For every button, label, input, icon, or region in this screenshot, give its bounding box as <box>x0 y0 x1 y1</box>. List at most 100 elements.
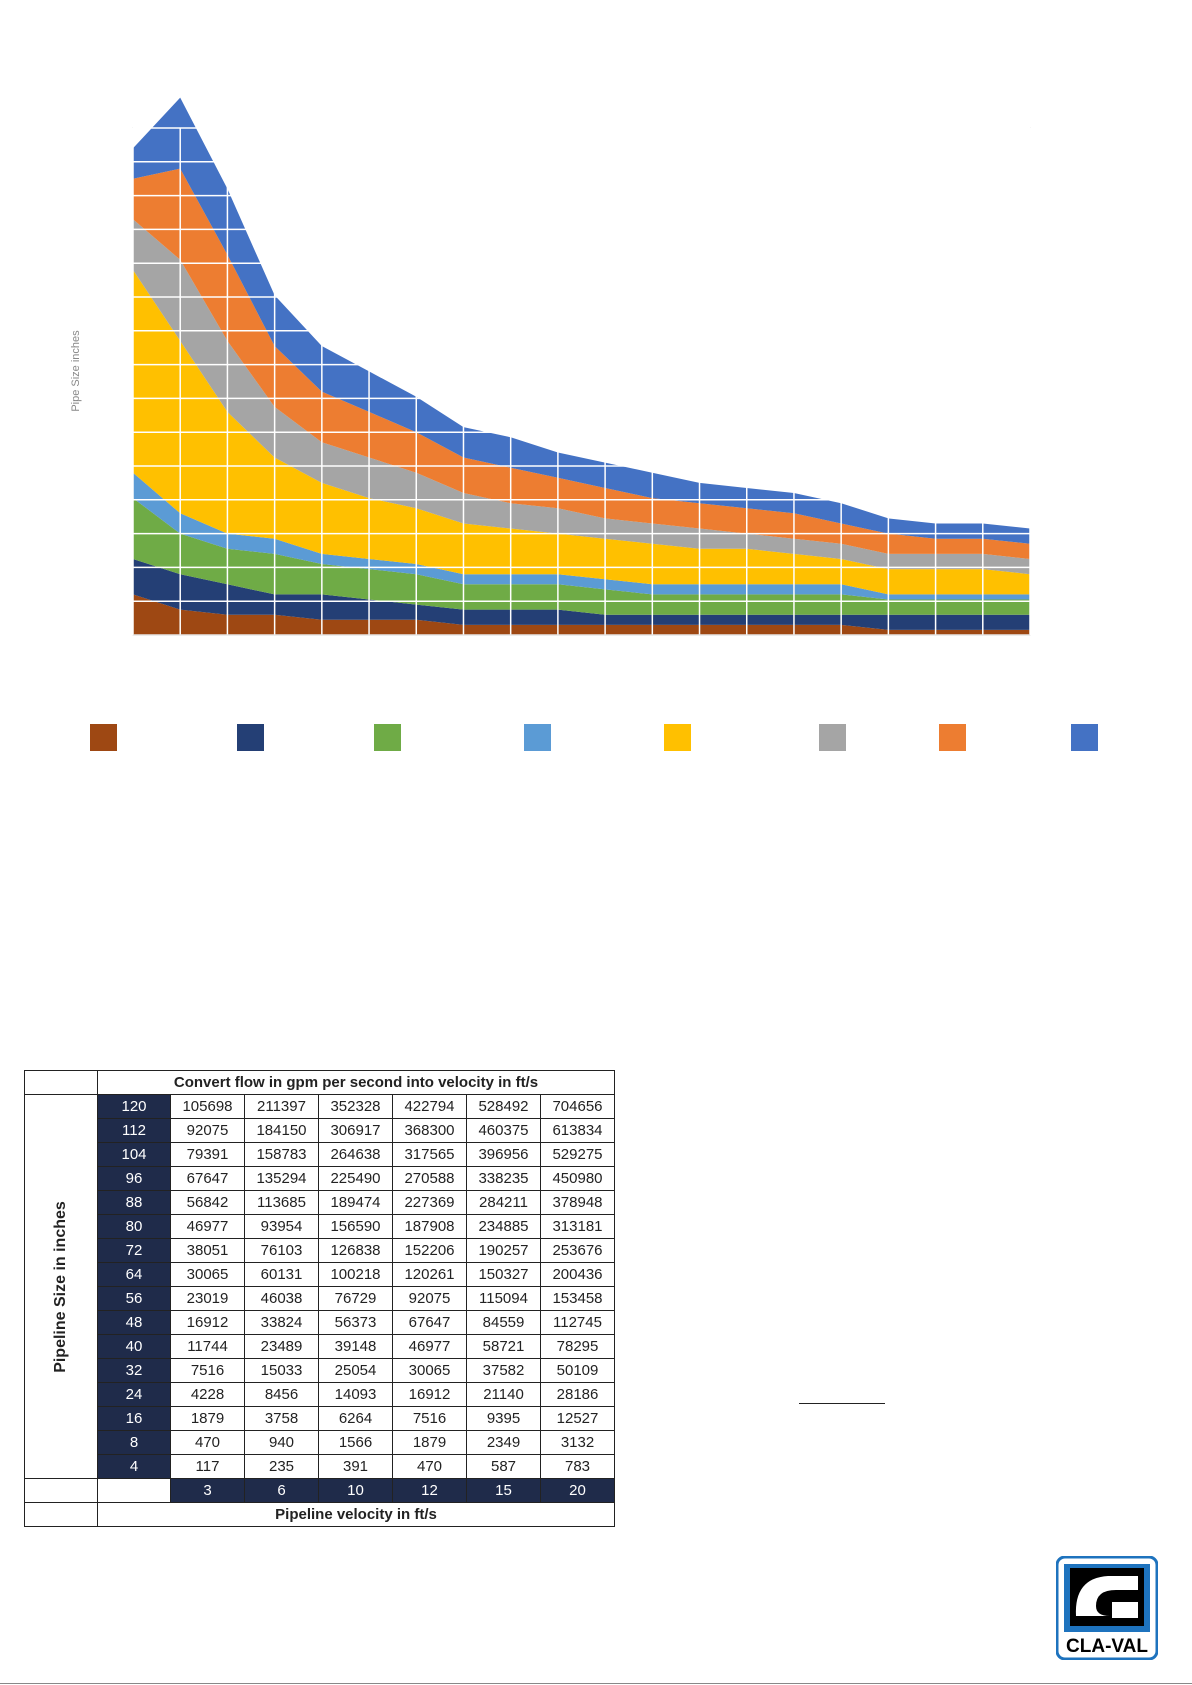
flow-value-cell: 12527 <box>540 1406 615 1431</box>
flow-value-cell: 587 <box>466 1454 541 1479</box>
flow-value-cell: 105698 <box>170 1094 245 1119</box>
flow-value-cell: 120261 <box>392 1262 467 1287</box>
flow-value-cell: 76729 <box>318 1286 393 1311</box>
flow-value-cell: 200436 <box>540 1262 615 1287</box>
logo-text: CLA-VAL <box>1066 1636 1148 1657</box>
table-title: Convert flow in gpm per second into velo… <box>97 1070 615 1095</box>
table-row: 80 46977 93954 156590 187908 234885 313181 <box>25 1214 615 1239</box>
table-row: 16 1879 3758 6264 7516 9395 12527 <box>25 1406 615 1431</box>
flow-value-cell: 92075 <box>392 1286 467 1311</box>
flow-value-cell: 1879 <box>392 1430 467 1455</box>
flow-value-cell: 126838 <box>318 1238 393 1263</box>
pipe-size-cell: 112 <box>97 1118 171 1143</box>
pipe-size-cell: 80 <box>97 1214 171 1239</box>
table-row: 48 16912 33824 56373 67647 84559 112745 <box>25 1310 615 1335</box>
row-header-cell: Pipeline Size in inches <box>24 1094 98 1479</box>
flow-value-cell: 46977 <box>170 1214 245 1239</box>
table-row: 40 11744 23489 39148 46977 58721 78295 <box>25 1334 615 1359</box>
flow-value-cell: 16912 <box>170 1310 245 1335</box>
flow-value-cell: 189474 <box>318 1190 393 1215</box>
velocity-blank-cell-2 <box>97 1478 171 1503</box>
pipe-size-cell: 96 <box>97 1166 171 1191</box>
velocity-cell: 3 <box>170 1478 245 1503</box>
flow-value-cell: 264638 <box>318 1142 393 1167</box>
flow-value-cell: 190257 <box>466 1238 541 1263</box>
legend-swatch-3 <box>374 724 401 751</box>
flow-value-cell: 84559 <box>466 1310 541 1335</box>
flow-value-cell: 227369 <box>392 1190 467 1215</box>
flow-value-cell: 613834 <box>540 1118 615 1143</box>
flow-value-cell: 152206 <box>392 1238 467 1263</box>
flow-value-cell: 234885 <box>466 1214 541 1239</box>
flow-value-cell: 2349 <box>466 1430 541 1455</box>
flow-value-cell: 14093 <box>318 1382 393 1407</box>
flow-value-cell: 78295 <box>540 1334 615 1359</box>
pipe-size-cell: 24 <box>97 1382 171 1407</box>
flow-value-cell: 30065 <box>392 1358 467 1383</box>
flow-value-cell: 4228 <box>170 1382 245 1407</box>
flow-value-cell: 115094 <box>466 1286 541 1311</box>
flow-value-cell: 368300 <box>392 1118 467 1143</box>
flow-value-cell: 67647 <box>170 1166 245 1191</box>
flow-value-cell: 11744 <box>170 1334 245 1359</box>
flow-value-cell: 113685 <box>244 1190 319 1215</box>
cla-val-logo: CLA-VAL <box>1056 1556 1158 1660</box>
flow-value-cell: 23489 <box>244 1334 319 1359</box>
pipe-size-cell: 88 <box>97 1190 171 1215</box>
flow-value-cell: 16912 <box>392 1382 467 1407</box>
pipe-size-cell: 48 <box>97 1310 171 1335</box>
flow-value-cell: 56373 <box>318 1310 393 1335</box>
flow-value-cell: 28186 <box>540 1382 615 1407</box>
flow-value-cell: 150327 <box>466 1262 541 1287</box>
stacked-area-chart <box>132 97 1031 636</box>
flow-value-cell: 37582 <box>466 1358 541 1383</box>
table-row: 24 4228 8456 14093 16912 21140 28186 <box>25 1382 615 1407</box>
flow-value-cell: 76103 <box>244 1238 319 1263</box>
legend-swatch-1 <box>90 724 117 751</box>
flow-value-cell: 46038 <box>244 1286 319 1311</box>
flow-value-cell: 783 <box>540 1454 615 1479</box>
flow-value-cell: 60131 <box>244 1262 319 1287</box>
flow-value-cell: 23019 <box>170 1286 245 1311</box>
flow-value-cell: 253676 <box>540 1238 615 1263</box>
footer-blank-cell <box>24 1502 98 1527</box>
area-series-5 <box>133 270 1030 595</box>
table-row: Pipeline Size in inches 120 105698 211397 35… <box>24 1094 615 1479</box>
flow-value-cell: 153458 <box>540 1286 615 1311</box>
legend-swatch-7 <box>939 724 966 751</box>
flow-value-cell: 7516 <box>170 1358 245 1383</box>
legend-swatch-2 <box>237 724 264 751</box>
flow-value-cell: 50109 <box>540 1358 615 1383</box>
flow-value-cell: 3132 <box>540 1430 615 1455</box>
flow-value-cell: 79391 <box>170 1142 245 1167</box>
flow-value-cell: 1566 <box>318 1430 393 1455</box>
pipe-size-cell: 40 <box>97 1334 171 1359</box>
pipe-size-cell: 120 <box>97 1094 171 1119</box>
flow-value-cell: 529275 <box>540 1142 615 1167</box>
pipe-size-cell: 104 <box>97 1142 171 1167</box>
flow-value-cell: 470 <box>170 1430 245 1455</box>
pipe-size-cell: 72 <box>97 1238 171 1263</box>
header-blank-cell <box>24 1070 98 1095</box>
velocity-cell: 10 <box>318 1478 393 1503</box>
table-row: 104 79391 158783 264638 317565 396956 529275 <box>25 1142 615 1167</box>
flow-value-cell: 30065 <box>170 1262 245 1287</box>
flow-value-cell: 225490 <box>318 1166 393 1191</box>
table-row: 88 56842 113685 189474 227369 284211 378948 <box>25 1190 615 1215</box>
velocity-row: 3 6 10 12 15 20 <box>24 1478 615 1503</box>
flow-value-cell: 100218 <box>318 1262 393 1287</box>
flow-value-cell: 235 <box>244 1454 319 1479</box>
row-header-label: Pipeline Size in inches <box>52 1200 69 1373</box>
flow-value-cell: 33824 <box>244 1310 319 1335</box>
flow-value-cell: 396956 <box>466 1142 541 1167</box>
flow-value-cell: 15033 <box>244 1358 319 1383</box>
flow-conversion-table: Convert flow in gpm per second into velo… <box>24 1070 615 1527</box>
legend-swatch-6 <box>819 724 846 751</box>
signature-line <box>799 1403 885 1404</box>
flow-value-cell: 704656 <box>540 1094 615 1119</box>
flow-value-cell: 156590 <box>318 1214 393 1239</box>
flow-value-cell: 93954 <box>244 1214 319 1239</box>
flow-value-cell: 338235 <box>466 1166 541 1191</box>
legend-swatch-5 <box>664 724 691 751</box>
velocity-blank-cell-1 <box>24 1478 98 1503</box>
